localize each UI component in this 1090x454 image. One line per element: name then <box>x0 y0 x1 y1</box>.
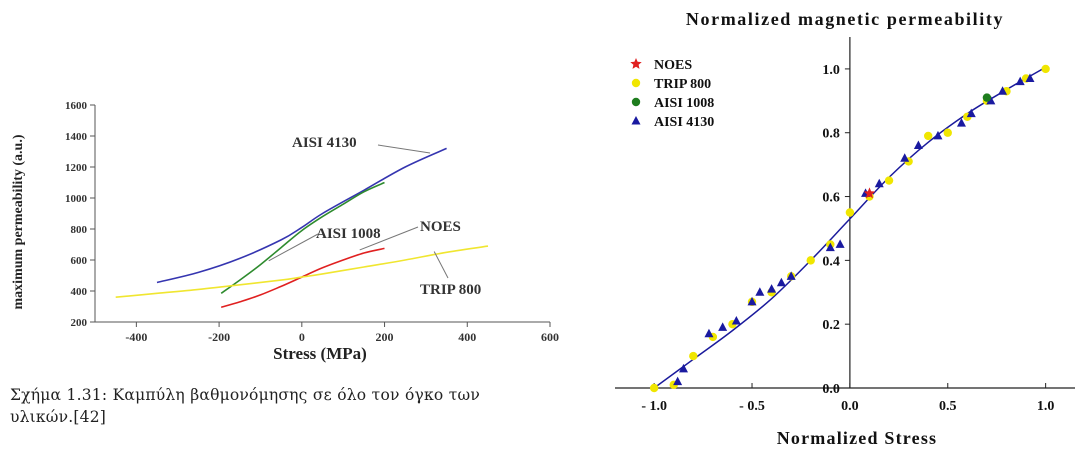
left-y-tick-label: 1200 <box>65 162 88 174</box>
left-annotations: AISI 4130 AISI 1008 NOES TRIP 800 <box>268 135 481 298</box>
annotation-aisi-1008: AISI 1008 <box>316 226 381 242</box>
point-aisi-4130 <box>874 178 884 188</box>
left-x-tick-label: 400 <box>458 330 476 344</box>
left-y-tick-label: 800 <box>71 224 88 236</box>
left-y-tick-label: 400 <box>71 286 88 298</box>
legend-marker-trip-800 <box>631 78 641 88</box>
point-aisi-4130 <box>755 287 765 296</box>
right-series-group <box>649 64 1050 393</box>
legend-marker-noes <box>630 58 642 69</box>
point-aisi-4130 <box>786 271 796 280</box>
left-y-tick-label: 200 <box>71 317 88 329</box>
right-y-tick-label: 0.8 <box>822 127 840 142</box>
point-trip-800 <box>884 176 894 185</box>
left-y-tick-label: 600 <box>71 255 88 267</box>
left-x-tick-label: -400 <box>125 330 147 344</box>
right-y-tick-label: 1.0 <box>822 63 840 78</box>
annotation-leader-line <box>268 233 319 262</box>
line-noes <box>220 247 385 309</box>
line-aisi-4130 <box>156 147 447 284</box>
point-aisi-4130 <box>679 363 689 373</box>
left-y-tick-label: 1000 <box>65 193 88 205</box>
left-series-group <box>115 147 489 309</box>
legend-marker-aisi-1008 <box>631 97 641 107</box>
legend-marker-aisi-4130 <box>631 116 641 125</box>
point-aisi-4130 <box>825 242 835 252</box>
left-x-axis-label: Stress (MPa) <box>273 344 367 363</box>
fit-line <box>653 66 1046 389</box>
right-x-axis-label: Normalized Stress <box>777 428 938 448</box>
line-aisi-1008 <box>220 181 385 294</box>
point-trip-800 <box>923 131 933 141</box>
right-y-tick-label: 0.4 <box>822 254 840 269</box>
figure-caption: Σχήμα 1.31: Καμπύλη βαθμονόμησης σε όλο … <box>10 386 480 426</box>
left-y-tick-label: 1600 <box>65 100 88 112</box>
left-x-tick-label: 200 <box>376 330 394 344</box>
left-x-tick-label: -200 <box>208 330 230 344</box>
annotation-leader-line <box>433 251 449 279</box>
left-y-axis-label: maximum permeability (a.u.) <box>11 134 26 309</box>
annotation-trip-800: TRIP 800 <box>420 282 481 298</box>
legend-label-trip-800: TRIP 800 <box>654 77 711 92</box>
point-aisi-4130 <box>1025 73 1035 82</box>
right-x-tick-label: 0.5 <box>939 399 957 414</box>
point-aisi-4130 <box>776 277 786 287</box>
annotation-leader-line <box>359 226 419 251</box>
point-trip-800 <box>845 208 855 217</box>
point-aisi-1008 <box>982 93 992 102</box>
point-aisi-4130 <box>731 315 741 325</box>
point-aisi-4130 <box>933 130 943 140</box>
right-y-tick-label: 0.2 <box>822 318 840 333</box>
point-noes <box>863 187 876 199</box>
left-y-tick-label: 1400 <box>65 131 88 143</box>
right-x-tick-label: 1.0 <box>1037 399 1055 414</box>
point-aisi-4130 <box>900 153 910 162</box>
point-aisi-4130 <box>998 86 1008 95</box>
point-trip-800 <box>1041 64 1050 74</box>
right-legend: NOES TRIP 800 AISI 1008 AISI 4130 <box>630 58 714 130</box>
chart-permeability-vs-stress: -400 -200 0 200 400 600 200 400 600 800 1000 1200 14… <box>11 100 559 363</box>
right-axes: - 1.0 - 0.5 0.0 0.5 1.0 0.0 0.2 0.4 0.6 0.8 1.0 <box>615 37 1075 414</box>
point-trip-800 <box>689 351 698 361</box>
point-aisi-4130 <box>673 376 683 386</box>
point-aisi-4130 <box>704 328 714 338</box>
point-aisi-4130 <box>1015 76 1025 86</box>
legend-label-aisi-1008: AISI 1008 <box>654 96 714 111</box>
left-axes: -400 -200 0 200 400 600 200 400 600 800 1000 1200 14… <box>65 100 559 344</box>
point-aisi-4130 <box>835 239 845 248</box>
point-aisi-4130 <box>767 284 777 293</box>
point-aisi-4130 <box>913 140 923 149</box>
annotation-leader-line <box>377 144 431 154</box>
point-aisi-4130 <box>718 322 728 331</box>
legend-label-aisi-4130: AISI 4130 <box>654 115 714 130</box>
annotation-noes: NOES <box>420 219 461 235</box>
point-aisi-4130 <box>747 296 757 306</box>
point-aisi-4130 <box>956 118 966 127</box>
legend-label-noes: NOES <box>654 58 692 73</box>
annotation-aisi-4130: AISI 4130 <box>292 135 357 151</box>
right-x-tick-label: 0.0 <box>841 399 859 414</box>
left-x-tick-label: 0 <box>299 330 305 344</box>
right-y-tick-label: 0.0 <box>822 382 840 397</box>
point-aisi-4130 <box>966 108 976 118</box>
right-chart-title: Normalized magnetic permeability <box>686 9 1004 29</box>
point-trip-800 <box>649 383 659 393</box>
point-trip-800 <box>943 128 952 137</box>
chart-normalized-permeability: Normalized magnetic permeability - 1.0- … <box>615 9 1075 448</box>
point-trip-800 <box>806 256 815 265</box>
left-x-tick-label: 600 <box>541 330 559 344</box>
right-x-tick-label: - 1.0 <box>641 399 667 414</box>
right-x-tick-label: - 0.5 <box>739 399 765 414</box>
point-aisi-4130 <box>986 95 996 105</box>
right-y-tick-label: 0.6 <box>822 191 840 206</box>
line-trip-800 <box>115 245 489 298</box>
